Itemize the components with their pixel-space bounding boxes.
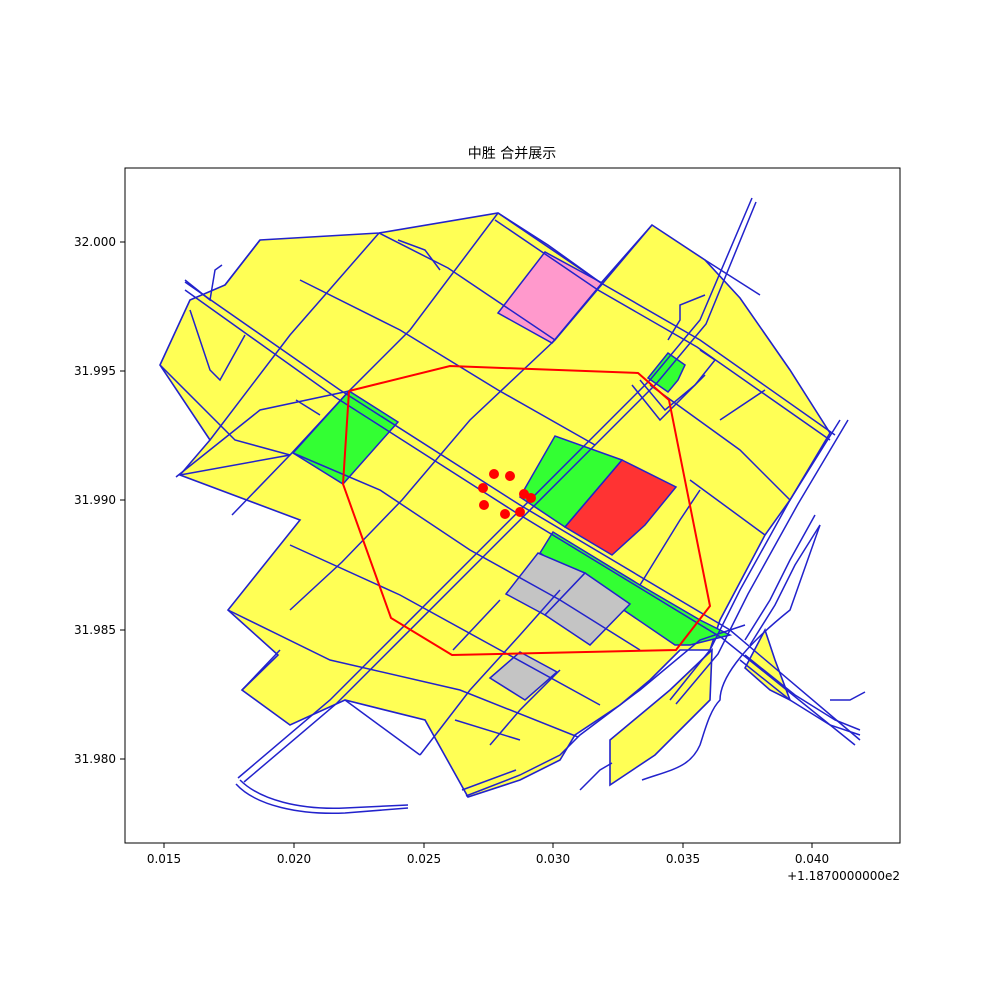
parcel-gray-2 — [543, 572, 632, 646]
point — [526, 493, 536, 503]
road — [744, 514, 816, 641]
road — [209, 232, 380, 441]
road — [830, 691, 866, 701]
x-tick-label: 0.035 — [666, 852, 700, 866]
road — [704, 259, 761, 296]
road — [295, 399, 321, 416]
road — [749, 524, 821, 646]
road — [227, 609, 579, 738]
map-content — [159, 197, 866, 815]
parcel-red — [563, 459, 678, 556]
road — [241, 649, 281, 691]
road — [639, 489, 701, 586]
x-tick-label: 0.030 — [536, 852, 570, 866]
y-tick-label: 32.000 — [74, 235, 116, 249]
road — [175, 390, 350, 478]
point — [515, 507, 525, 517]
point — [505, 471, 515, 481]
road — [289, 224, 653, 611]
road — [461, 769, 517, 791]
road — [224, 239, 261, 286]
road — [641, 524, 821, 781]
road — [231, 454, 291, 516]
road — [239, 779, 409, 809]
x-tick-label: 0.015 — [147, 852, 181, 866]
point — [478, 483, 488, 493]
road — [675, 419, 849, 705]
road — [649, 384, 791, 501]
road — [489, 669, 561, 746]
road — [299, 279, 596, 446]
point — [500, 509, 510, 519]
road — [344, 699, 421, 756]
road — [159, 364, 291, 456]
point — [479, 500, 489, 510]
road — [237, 197, 753, 779]
road — [739, 659, 861, 736]
parcel — [609, 648, 713, 787]
road — [235, 783, 409, 815]
points — [478, 469, 536, 519]
point — [489, 469, 499, 479]
y-axis: 32.000 31.995 31.990 31.985 31.980 — [74, 235, 125, 766]
x-tick-label: 0.025 — [407, 852, 441, 866]
road — [579, 762, 613, 791]
x-axis: 0.015 0.020 0.025 0.030 0.035 0.040 +1.1… — [147, 843, 900, 883]
route-polygon — [341, 364, 712, 657]
road — [744, 654, 861, 731]
map-title: 中胜 合并展示 — [468, 146, 556, 162]
road — [397, 239, 441, 271]
road — [184, 281, 861, 741]
road — [452, 599, 501, 651]
road — [378, 232, 556, 341]
road — [454, 719, 521, 741]
road — [289, 544, 601, 706]
roads — [159, 197, 866, 815]
road — [184, 264, 223, 302]
y-tick-label: 31.990 — [74, 493, 116, 507]
parcel-green-strip — [538, 530, 733, 646]
road — [497, 212, 836, 436]
road — [419, 589, 561, 756]
road — [189, 309, 246, 382]
road — [667, 294, 706, 341]
x-tick-label: 0.040 — [795, 852, 829, 866]
road — [719, 389, 766, 421]
road — [465, 624, 746, 797]
road — [631, 374, 706, 422]
road — [292, 452, 641, 651]
y-tick-label: 31.995 — [74, 364, 116, 378]
x-tick-label: 0.020 — [277, 852, 311, 866]
y-tick-label: 31.980 — [74, 752, 116, 766]
road — [689, 479, 766, 536]
x-offset-label: +1.1870000000e2 — [787, 869, 900, 883]
road — [669, 419, 841, 701]
road — [243, 201, 757, 783]
y-tick-label: 31.985 — [74, 623, 116, 637]
road — [494, 219, 831, 441]
